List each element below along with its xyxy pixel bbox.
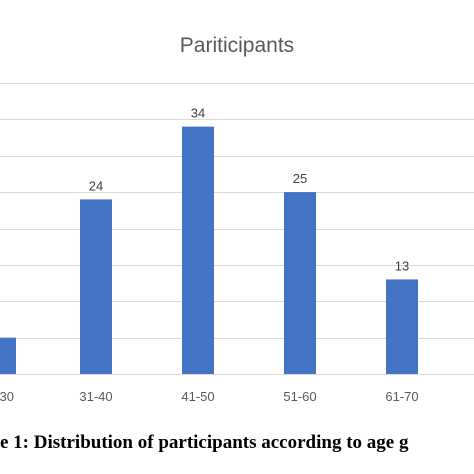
data-label-31-40: 24: [89, 178, 103, 193]
data-labels: 24 34 25 13: [89, 106, 409, 274]
data-label-51-60: 25: [293, 171, 307, 186]
x-tick-31-40: 31-40: [79, 389, 112, 404]
gridlines: [0, 83, 474, 375]
bar-51-60: [284, 192, 316, 374]
data-label-41-50: 34: [191, 106, 205, 121]
x-tick-labels: 30 31-40 41-50 51-60 61-70: [0, 389, 419, 404]
bar-61-70: [386, 279, 418, 374]
bar-41-50: [182, 126, 214, 375]
figure-caption: e 1: Distribution of participants accord…: [0, 432, 409, 453]
bars: [0, 126, 418, 375]
chart-title: Pariticipants: [180, 34, 294, 57]
bar-30: [0, 337, 16, 374]
chart: Pariticipants 24 34 25 13 30 31-40 41-50 51-60…: [0, 34, 474, 404]
bar-31-40: [80, 199, 112, 374]
x-tick-41-50: 41-50: [181, 389, 214, 404]
x-tick-30: 30: [0, 389, 14, 404]
x-tick-61-70: 61-70: [385, 389, 418, 404]
x-tick-51-60: 51-60: [283, 389, 316, 404]
data-label-61-70: 13: [395, 258, 409, 273]
